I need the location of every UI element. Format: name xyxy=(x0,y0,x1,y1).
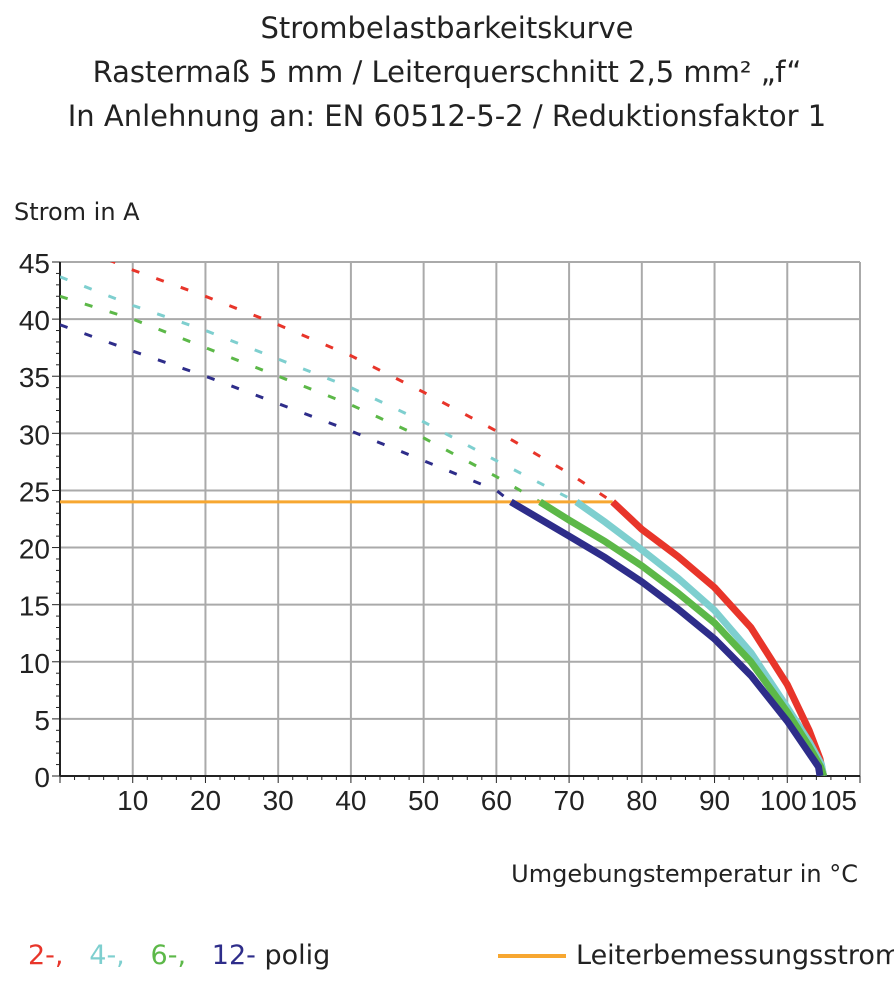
y-tick-label: 40 xyxy=(19,305,50,336)
chart-title-1: Strombelastbarkeitskurve xyxy=(260,11,634,45)
x-tick-label: 20 xyxy=(190,785,221,816)
y-tick-label: 5 xyxy=(34,705,50,736)
x-tick-label: 40 xyxy=(335,785,366,816)
legend-suffix: polig xyxy=(264,940,331,971)
y-tick-label: 15 xyxy=(19,591,50,622)
legend-item-2: 2-, xyxy=(28,940,64,971)
y-tick-label: 35 xyxy=(19,362,50,393)
legend-reference-swatch xyxy=(498,953,566,958)
y-axis-label: Strom in A xyxy=(14,198,140,226)
x-tick-label: 50 xyxy=(408,785,439,816)
y-tick-label: 20 xyxy=(19,534,50,565)
legend-series: 2-, 4-, 6-, 12- polig xyxy=(28,940,330,971)
x-tick-label: 105 xyxy=(810,785,857,816)
series-12--solid xyxy=(509,498,824,776)
series-4--dashed xyxy=(60,275,578,504)
y-tick-label: 45 xyxy=(19,248,50,279)
legend-item-6: 6-, xyxy=(150,940,187,971)
chart-title-3: In Anlehnung an: EN 60512-5-2 / Reduktio… xyxy=(67,99,827,133)
legend-reference-label: Leiterbemessungsstrom xyxy=(576,940,894,971)
x-tick-label: 10 xyxy=(117,785,148,816)
chart-title-2: Rastermaß 5 mm / Leiterquerschnitt 2,5 m… xyxy=(92,55,802,89)
x-tick-label: 60 xyxy=(481,785,512,816)
x-axis-label: Umgebungstemperatur in °C xyxy=(511,860,858,888)
legend-reference: Leiterbemessungsstrom xyxy=(498,940,894,971)
series-12--dashed xyxy=(60,323,512,504)
legend-item-4: 4-, xyxy=(89,940,125,971)
legend-item-12: 12- xyxy=(211,940,256,971)
series-2--dashed xyxy=(109,262,614,504)
y-tick-label: 0 xyxy=(34,762,50,793)
x-tick-label: 30 xyxy=(263,785,294,816)
x-tick-label: 80 xyxy=(626,785,657,816)
x-tick-label: 100 xyxy=(760,785,807,816)
x-tick-label: 70 xyxy=(554,785,585,816)
x-tick-label: 90 xyxy=(699,785,730,816)
y-tick-label: 10 xyxy=(19,648,50,679)
series-group xyxy=(60,262,828,776)
y-tick-label: 25 xyxy=(19,476,50,507)
y-tick-label: 30 xyxy=(19,419,50,450)
